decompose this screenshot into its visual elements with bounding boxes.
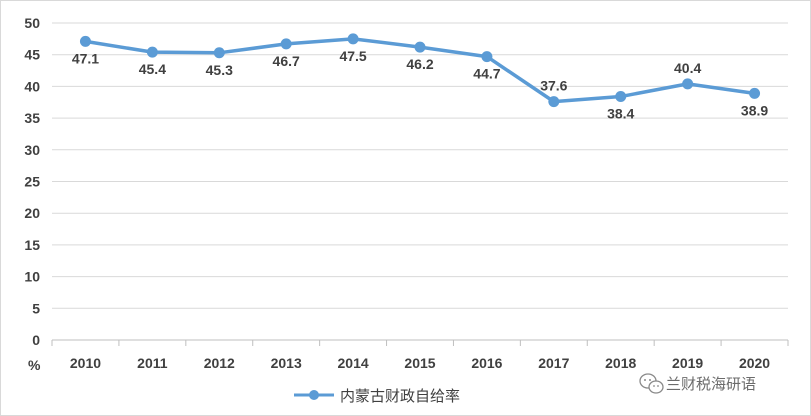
gridlines — [52, 22, 788, 309]
x-tick-label: 2019 — [672, 355, 703, 371]
y-tick-label: 20 — [24, 205, 40, 221]
y-tick-label: 35 — [24, 110, 40, 126]
data-label: 46.2 — [406, 56, 433, 72]
y-tick-label: 5 — [32, 300, 40, 316]
y-unit-label: % — [28, 357, 41, 373]
x-tick-label: 2016 — [471, 355, 502, 371]
y-tick-label: 30 — [24, 142, 40, 158]
x-axis: % — [28, 339, 789, 373]
x-tick-label: 2013 — [271, 355, 302, 371]
y-tick-label: 25 — [24, 174, 40, 190]
x-axis-ticks: 2010 2011 2012 2013 2014 2015 2016 2017 2018 2019… — [70, 355, 770, 371]
data-point — [347, 33, 359, 45]
data-point — [615, 91, 627, 103]
x-tick-label: 2014 — [338, 355, 369, 371]
data-label: 37.6 — [540, 78, 567, 94]
series-group — [79, 33, 761, 108]
legend: 内蒙古财政自给率 — [294, 387, 460, 405]
y-tick-label: 15 — [24, 237, 40, 253]
legend-label: 内蒙古财政自给率 — [340, 387, 460, 405]
data-point — [414, 41, 426, 53]
data-point — [749, 87, 761, 99]
data-label: 44.7 — [473, 66, 500, 82]
data-label: 38.4 — [607, 106, 634, 122]
data-label: 45.4 — [139, 61, 166, 77]
data-label: 38.9 — [741, 102, 768, 118]
x-tick-label: 2018 — [605, 355, 636, 371]
data-point — [213, 47, 225, 59]
data-point — [682, 78, 694, 90]
watermark: 兰财税海研语 — [639, 373, 756, 394]
data-label: 47.5 — [339, 48, 366, 64]
data-point — [481, 51, 493, 63]
data-label: 47.1 — [72, 50, 99, 66]
data-label: 46.7 — [273, 53, 300, 69]
data-labels: 47.1 45.4 45.3 46.7 47.5 46.2 44.7 37.6 38.4 40.4… — [72, 48, 769, 122]
x-tick-label: 2015 — [404, 355, 435, 371]
y-tick-label: 45 — [24, 47, 40, 63]
x-tick-label: 2012 — [204, 355, 235, 371]
data-point — [548, 96, 560, 108]
data-point — [79, 35, 91, 47]
x-tick-label: 2020 — [739, 355, 770, 371]
x-tick-label: 2011 — [137, 355, 168, 371]
y-axis-ticks: 0 5 10 15 20 25 30 35 40 45 50 — [24, 15, 40, 348]
y-tick-label: 0 — [32, 332, 40, 348]
y-tick-label: 10 — [24, 269, 40, 285]
wechat-icon — [639, 373, 664, 394]
data-label: 40.4 — [674, 60, 701, 76]
y-tick-label: 40 — [24, 78, 40, 94]
data-point — [280, 38, 292, 50]
data-label: 45.3 — [206, 62, 233, 78]
y-tick-label: 50 — [24, 15, 40, 31]
x-tick-label: 2010 — [70, 355, 101, 371]
watermark-text: 兰财税海研语 — [666, 375, 756, 393]
legend-marker — [309, 390, 319, 400]
data-point — [146, 46, 158, 58]
x-tick-label: 2017 — [538, 355, 569, 371]
